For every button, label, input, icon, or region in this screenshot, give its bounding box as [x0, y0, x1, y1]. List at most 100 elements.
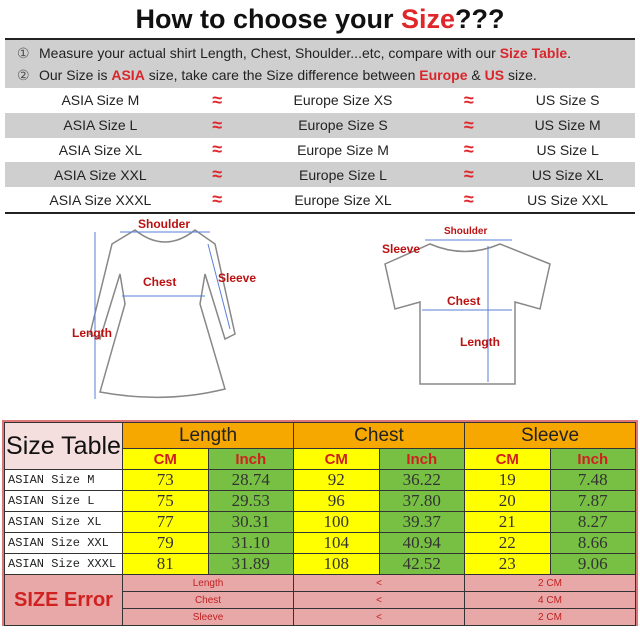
- instruction-2: ② Our Size is ASIA size, take care the Si…: [17, 64, 635, 86]
- error-item: Sleeve: [122, 608, 294, 626]
- approx-icon: ≈: [463, 89, 474, 110]
- divider: [5, 38, 635, 40]
- cm-value: 92: [293, 469, 380, 491]
- cm-value: 23: [464, 553, 551, 575]
- error-item: Length: [122, 574, 294, 592]
- table-row: ASIAN Size M 73 28.74 92 36.22 19 7.48: [4, 469, 636, 491]
- error-op: <: [293, 574, 465, 592]
- error-item: Chest: [122, 591, 294, 609]
- cm-value: 75: [122, 490, 209, 512]
- unit-cm: CM: [293, 448, 380, 470]
- approx-icon: ≈: [463, 114, 474, 135]
- inch-value: 29.53: [207, 490, 294, 512]
- error-row: SIZE Error Length <2 CM: [4, 574, 636, 626]
- asia-size: ASIA Size XL: [58, 141, 142, 158]
- instruction-1: ① Measure your actual shirt Length, Chest…: [17, 42, 635, 64]
- title-suffix: ???: [455, 4, 505, 34]
- size-label: ASIAN Size XL: [4, 511, 123, 533]
- cm-value: 108: [293, 553, 380, 575]
- instruction-text: &: [467, 67, 485, 83]
- conversion-row: ASIA Size XXXL ≈ Europe Size XL ≈ US Size XX…: [5, 187, 635, 212]
- garment-illustrations: [89, 229, 551, 399]
- cm-value: 20: [464, 490, 551, 512]
- size-table: Size Table Length Chest Sleeve CM Inch CM…: [2, 420, 638, 626]
- tshirt-outline: [384, 243, 551, 385]
- title-highlight: Size: [401, 4, 456, 34]
- asia-size: ASIA Size XXXL: [49, 191, 152, 208]
- approx-icon: ≈: [463, 164, 474, 185]
- error-value: 2 CM: [464, 574, 636, 592]
- header-chest: Chest: [293, 422, 465, 449]
- size-label: ASIAN Size M: [4, 469, 123, 491]
- cm-value: 22: [464, 532, 551, 554]
- dress-length-label: Length: [72, 326, 112, 340]
- us-size: US Size L: [536, 141, 599, 158]
- cm-value: 73: [122, 469, 209, 491]
- approx-icon: ≈: [463, 189, 474, 210]
- us-size: US Size XXL: [527, 191, 609, 208]
- size-error-label: SIZE Error: [4, 574, 123, 626]
- conversion-row: ASIA Size M ≈ Europe Size XS ≈ US Size S: [5, 88, 635, 113]
- unit-inch: Inch: [378, 448, 465, 470]
- title-text: How to choose your: [135, 4, 401, 34]
- instruction-text: Measure your actual shirt Length, Chest,…: [39, 45, 500, 61]
- conversion-row: ASIA Size XXL ≈ Europe Size L ≈ US Size XL: [5, 162, 635, 188]
- error-op: <: [293, 608, 465, 626]
- inch-value: 37.80: [378, 490, 465, 512]
- inch-value: 42.52: [378, 553, 465, 575]
- instruction-text: size.: [504, 67, 537, 83]
- size-conversion-table: ASIA Size M ≈ Europe Size XS ≈ US Size S ASIA…: [5, 88, 635, 212]
- dress-chest-label: Chest: [143, 275, 177, 289]
- instruction-highlight: Size Table: [499, 45, 568, 61]
- dress-measure-lines: [94, 231, 231, 399]
- tshirt-length-label: Length: [460, 335, 500, 349]
- dress-shoulder-label: Shoulder: [138, 217, 191, 231]
- inch-value: 8.27: [549, 511, 636, 533]
- tshirt-shoulder-label: Shoulder: [444, 226, 488, 237]
- instruction-highlight: Europe: [419, 67, 468, 83]
- approx-icon: ≈: [212, 89, 223, 110]
- tshirt-sleeve-label: Sleeve: [382, 242, 421, 256]
- table-row: ASIAN Size XL 77 30.31 100 39.37 21 8.27: [4, 511, 636, 533]
- number-icon: ①: [17, 45, 30, 61]
- inch-value: 31.89: [207, 553, 294, 575]
- header-sleeve: Sleeve: [464, 422, 636, 449]
- instruction-text: size, take care the Size difference betw…: [144, 67, 420, 83]
- size-label: ASIAN Size XXL: [4, 532, 123, 554]
- inch-value: 28.74: [207, 469, 294, 491]
- unit-inch: Inch: [207, 448, 294, 470]
- dress-outline: [89, 229, 236, 399]
- asia-size: ASIA Size M: [61, 92, 140, 109]
- tshirt-chest-label: Chest: [447, 294, 481, 308]
- inch-value: 7.48: [549, 469, 636, 491]
- approx-icon: ≈: [212, 139, 223, 160]
- cm-value: 79: [122, 532, 209, 554]
- cm-value: 104: [293, 532, 380, 554]
- inch-value: 8.66: [549, 532, 636, 554]
- inch-value: 31.10: [207, 532, 294, 554]
- conversion-row: ASIA Size L ≈ Europe Size S ≈ US Size M: [5, 112, 635, 138]
- approx-icon: ≈: [212, 114, 223, 135]
- unit-cm: CM: [464, 448, 551, 470]
- inch-value: 39.37: [378, 511, 465, 533]
- us-size: US Size S: [535, 92, 600, 109]
- error-value: 4 CM: [464, 591, 636, 609]
- size-table-title: Size Table: [4, 422, 123, 470]
- europe-size: Europe Size L: [299, 166, 387, 183]
- inch-value: 7.87: [549, 490, 636, 512]
- table-row: ASIAN Size XXXL 81 31.89 108 42.52 23 9.06: [4, 553, 636, 575]
- divider: [5, 212, 635, 214]
- instructions: ① Measure your actual shirt Length, Chest…: [5, 40, 635, 88]
- size-label: ASIAN Size L: [4, 490, 123, 512]
- us-size: US Size XL: [531, 166, 604, 183]
- conversion-row: ASIA Size XL ≈ Europe Size M ≈ US Size L: [5, 138, 635, 163]
- inch-value: 40.94: [378, 532, 465, 554]
- size-label: ASIAN Size XXXL: [4, 553, 123, 575]
- approx-icon: ≈: [212, 164, 223, 185]
- instruction-text: .: [567, 45, 572, 61]
- unit-inch: Inch: [549, 448, 636, 470]
- inch-value: 30.31: [207, 511, 294, 533]
- cm-value: 19: [464, 469, 551, 491]
- europe-size: Europe Size M: [297, 141, 389, 158]
- approx-icon: ≈: [212, 189, 223, 210]
